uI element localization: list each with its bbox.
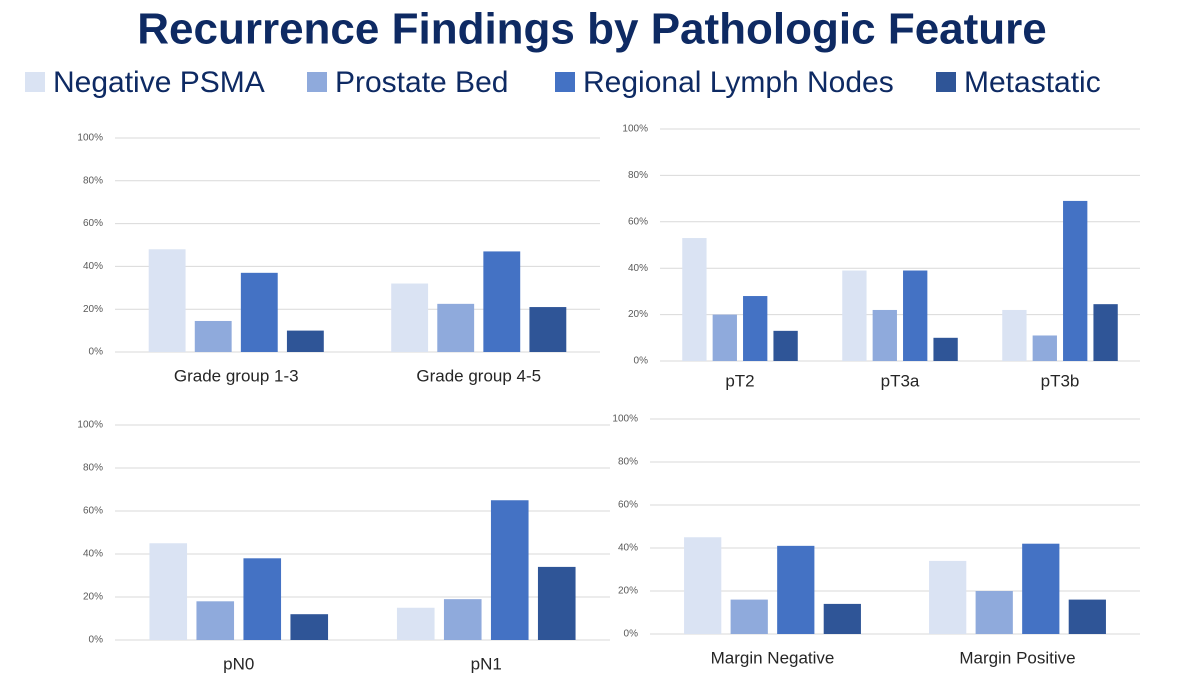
page-title: Recurrence Findings by Pathologic Featur… xyxy=(137,5,1047,54)
bar xyxy=(196,601,235,640)
bar xyxy=(443,599,482,640)
y-tick-label: 40% xyxy=(628,263,648,274)
y-tick-label: 40% xyxy=(83,261,103,272)
legend-label: Prostate Bed xyxy=(335,66,508,99)
y-tick-label: 0% xyxy=(89,635,104,646)
bar xyxy=(712,314,737,361)
bar xyxy=(1068,599,1106,634)
legend-label: Metastatic xyxy=(964,66,1101,99)
bar xyxy=(933,337,958,361)
bar xyxy=(194,320,232,352)
legend-swatch xyxy=(307,72,327,92)
bar xyxy=(290,614,329,640)
bar xyxy=(682,238,707,361)
bar xyxy=(483,251,521,352)
y-tick-label: 60% xyxy=(83,218,103,229)
bar xyxy=(1093,304,1118,361)
bar xyxy=(1002,309,1027,361)
x-tick-label: Grade group 1-3 xyxy=(174,366,299,385)
bar xyxy=(437,303,475,352)
bar xyxy=(842,270,867,361)
bar xyxy=(975,591,1013,634)
bar xyxy=(537,566,576,640)
y-tick-label: 100% xyxy=(77,420,103,431)
x-tick-label: pN1 xyxy=(471,654,502,673)
bar xyxy=(903,270,928,361)
bar xyxy=(1063,200,1088,361)
y-tick-label: 100% xyxy=(622,124,648,135)
y-tick-label: 40% xyxy=(618,543,638,554)
y-tick-label: 60% xyxy=(83,506,103,517)
bar xyxy=(529,307,567,352)
x-tick-label: pT2 xyxy=(725,371,754,390)
y-tick-label: 60% xyxy=(628,216,648,227)
y-tick-label: 100% xyxy=(612,414,638,425)
bar xyxy=(396,607,435,640)
bar xyxy=(684,537,722,634)
y-tick-label: 80% xyxy=(83,463,103,474)
bar xyxy=(240,272,278,352)
y-tick-label: 80% xyxy=(83,175,103,186)
bar xyxy=(773,330,798,361)
x-tick-label: pT3b xyxy=(1041,371,1080,390)
bar xyxy=(730,599,768,634)
bar xyxy=(743,296,768,361)
legend: Negative PSMA Prostate Bed Regional Lymph … xyxy=(25,66,1101,99)
y-tick-label: 0% xyxy=(634,356,649,367)
y-tick-label: 0% xyxy=(89,347,104,358)
x-tick-label: Margin Positive xyxy=(959,648,1075,667)
y-tick-label: 100% xyxy=(77,133,103,144)
legend-swatch xyxy=(555,72,575,92)
y-tick-label: 40% xyxy=(83,549,103,560)
y-tick-label: 60% xyxy=(618,500,638,511)
bar xyxy=(823,603,861,634)
bar xyxy=(872,309,897,361)
x-tick-label: Margin Negative xyxy=(711,648,835,667)
y-tick-label: 20% xyxy=(83,304,103,315)
bar xyxy=(929,560,967,634)
legend-label: Regional Lymph Nodes xyxy=(583,66,894,99)
y-tick-label: 80% xyxy=(628,170,648,181)
y-tick-label: 0% xyxy=(624,629,639,640)
bar xyxy=(490,500,529,640)
x-tick-label: pT3a xyxy=(881,371,920,390)
y-tick-label: 20% xyxy=(618,586,638,597)
bar xyxy=(391,283,429,352)
legend-label: Negative PSMA xyxy=(53,66,265,99)
x-tick-label: pN0 xyxy=(223,654,254,673)
legend-swatch xyxy=(936,72,956,92)
bar xyxy=(243,558,282,640)
bar xyxy=(1032,335,1057,361)
bar xyxy=(1022,543,1060,634)
bar xyxy=(777,545,815,634)
y-tick-label: 80% xyxy=(618,457,638,468)
legend-swatch xyxy=(25,72,45,92)
bar xyxy=(149,543,188,640)
y-tick-label: 20% xyxy=(83,592,103,603)
y-tick-label: 20% xyxy=(628,309,648,320)
x-tick-label: Grade group 4-5 xyxy=(416,366,541,385)
bar xyxy=(286,330,324,352)
bar xyxy=(148,249,186,352)
